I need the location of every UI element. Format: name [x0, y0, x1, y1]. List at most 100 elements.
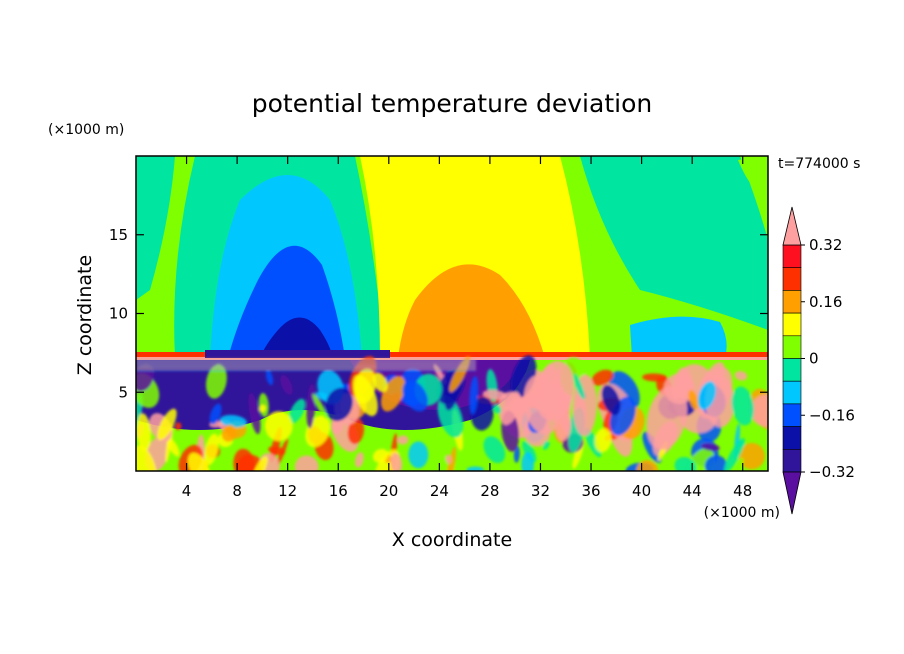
- eddy-blob: [445, 454, 452, 464]
- x-axis-label: X coordinate: [392, 529, 512, 551]
- eddy-blob: [355, 452, 364, 468]
- eddy-blob: [688, 389, 699, 410]
- x-tick-label: 4: [182, 482, 192, 500]
- y-axis-unit: (×1000 m): [48, 122, 124, 138]
- eddy-blob: [542, 440, 550, 450]
- eddy-blob: [493, 404, 502, 415]
- eddy-blob: [219, 414, 247, 428]
- colorbar-tick-label: 0: [809, 350, 819, 368]
- eddy-blob: [724, 438, 745, 471]
- x-tick-label: 36: [581, 482, 600, 500]
- eddy-blob: [501, 391, 521, 425]
- eddy-blob: [674, 456, 697, 471]
- colorbar: 0.32 0.16 0 −0.16 −0.32: [782, 206, 855, 515]
- eddy-blob: [738, 442, 765, 470]
- eddy-blob: [701, 443, 720, 451]
- eddy-blob: [750, 394, 768, 427]
- eddy-blob: [397, 435, 409, 445]
- colorbar-segment: [782, 335, 802, 359]
- eddy-blob: [157, 408, 177, 441]
- field-lower-eddies: [136, 355, 768, 471]
- eddy-blob: [734, 371, 748, 381]
- eddy-blob: [372, 372, 388, 393]
- eddy-blob: [372, 448, 389, 463]
- eddy-blob: [258, 404, 267, 413]
- field-cyan-patch: [630, 316, 727, 358]
- eddy-blob: [264, 411, 293, 442]
- eddy-blob: [288, 398, 306, 424]
- x-tick-label: 40: [632, 482, 651, 500]
- eddy-blob: [697, 381, 716, 410]
- colorbar-segment: [782, 403, 802, 427]
- eddy-blob: [521, 451, 534, 471]
- inversion-pink-line: [136, 357, 768, 360]
- colorbar-tick-label: 0.16: [809, 293, 842, 311]
- inversion-red-line: [136, 352, 768, 357]
- x-tick-label: 48: [733, 482, 752, 500]
- eddy-blob: [294, 455, 319, 471]
- eddy-blob: [466, 466, 484, 471]
- eddy-blob: [280, 375, 293, 395]
- eddy-blob: [642, 373, 668, 382]
- x-tick-label: 16: [329, 482, 348, 500]
- eddy-blob: [573, 373, 585, 400]
- eddy-blob: [685, 448, 715, 471]
- eddy-blob: [731, 386, 754, 426]
- eddy-blob: [187, 452, 211, 471]
- heatmap-field: [136, 156, 768, 471]
- colorbar-segment: [782, 426, 802, 450]
- eddy-blob: [594, 428, 612, 453]
- colorbar-segment: [782, 312, 802, 337]
- x-tick-label: 32: [531, 482, 550, 500]
- y-tick-label: 15: [109, 226, 128, 244]
- eddy-blob: [331, 418, 343, 435]
- eddy-blob: [437, 395, 464, 438]
- eddy-blob: [482, 389, 507, 400]
- field-upper-right-neutral: [580, 156, 768, 330]
- eddy-blob: [136, 413, 151, 452]
- y-axis: 5 10 15: [109, 226, 768, 401]
- eddy-blob: [325, 387, 353, 422]
- inversion-negative-segment: [205, 350, 390, 358]
- eddy-blob: [469, 375, 479, 415]
- y-tick-label: 10: [109, 305, 128, 323]
- eddy-blob: [205, 364, 227, 399]
- colorbar-bottom-triangle: [782, 471, 802, 515]
- colorbar-segment: [782, 358, 802, 382]
- eddy-blob: [483, 436, 506, 464]
- x-tick-label: 12: [278, 482, 297, 500]
- time-label: t=774000 s: [778, 156, 860, 172]
- colorbar-tick-label: −0.16: [809, 406, 855, 424]
- eddy-blob: [408, 441, 429, 469]
- field-corner-green: [738, 156, 768, 192]
- eddy-blob: [402, 380, 428, 412]
- eddy-blob: [136, 445, 157, 471]
- eddy-blob: [136, 364, 154, 392]
- chart-title: potential temperature deviation: [252, 89, 652, 118]
- eddy-blob: [522, 440, 537, 463]
- field-orange-core: [398, 264, 545, 358]
- eddy-blob: [312, 393, 328, 419]
- eddy-blob: [591, 369, 614, 386]
- eddy-blob: [209, 403, 222, 425]
- eddy-blob: [248, 392, 261, 435]
- eddy-blob: [167, 437, 180, 457]
- colorbar-top-triangle: [782, 206, 802, 246]
- x-tick-label: 20: [379, 482, 398, 500]
- eddy-blob: [646, 386, 688, 450]
- eddy-blob: [601, 384, 621, 416]
- eddy-blob: [236, 454, 265, 471]
- x-tick-label: 44: [683, 482, 702, 500]
- eddy-blob: [584, 427, 602, 458]
- eddy-blob: [265, 370, 274, 386]
- colorbar-segment: [782, 267, 802, 291]
- colorbar-segment: [782, 380, 802, 405]
- eddy-blob: [276, 438, 289, 466]
- eddy-blob: [513, 445, 520, 463]
- y-axis-label: Z coordinate: [74, 255, 96, 375]
- colorbar-segment: [782, 244, 802, 269]
- eddy-blob: [445, 446, 457, 471]
- y-tick-label: 5: [118, 383, 128, 401]
